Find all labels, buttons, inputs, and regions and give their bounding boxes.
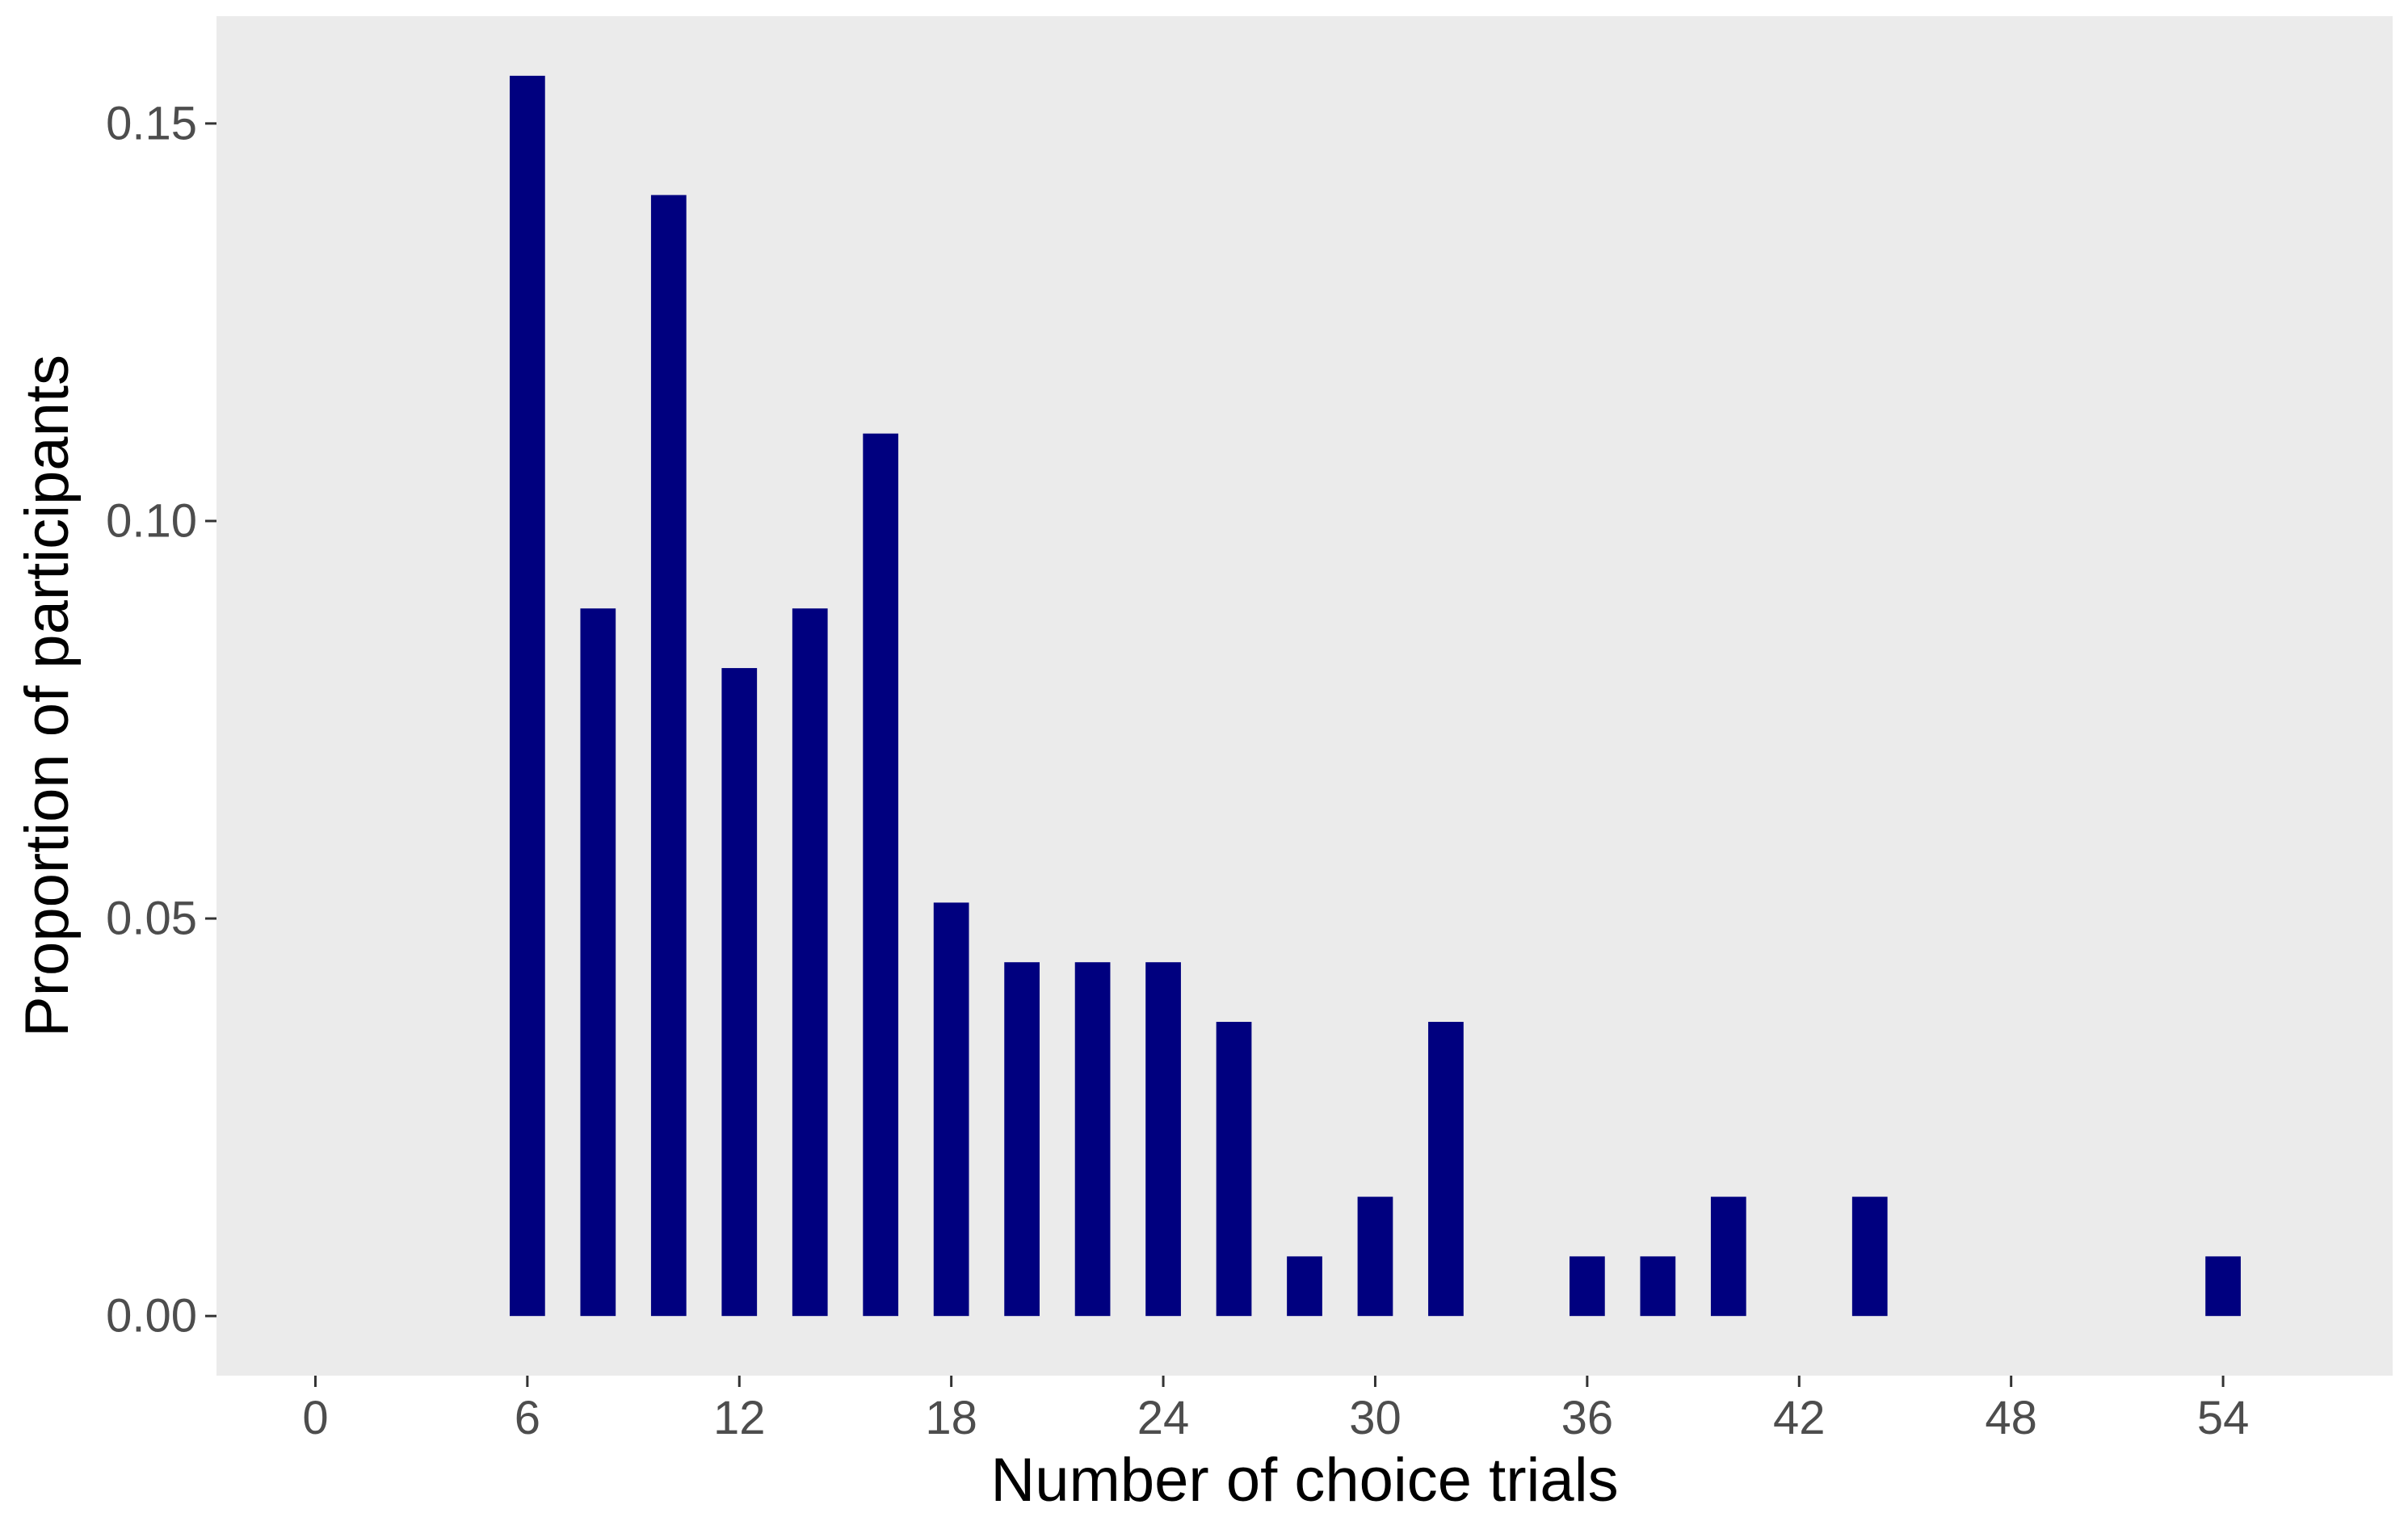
x-tick-label: 42: [1773, 1392, 1826, 1444]
bar-x-8: [580, 608, 616, 1317]
bar-x-36: [1570, 1256, 1605, 1317]
x-axis-title: Number of choice trials: [990, 1446, 1618, 1515]
bar-x-40: [1710, 1196, 1746, 1317]
x-axis-ticks: 0 6 12 18 24 30 36 42 48 54: [302, 1376, 2249, 1444]
bar-x-20: [1004, 962, 1040, 1317]
bar-x-24: [1145, 962, 1181, 1317]
bar-x-30: [1357, 1196, 1393, 1317]
x-tick-label: 12: [713, 1392, 766, 1444]
x-tick-label: 24: [1137, 1392, 1190, 1444]
bar-x-32: [1428, 1022, 1464, 1317]
bar-x-6: [509, 75, 545, 1317]
bar-x-44: [1851, 1196, 1888, 1317]
x-tick-label: 48: [1985, 1392, 2037, 1444]
x-tick-label: 30: [1349, 1392, 1402, 1444]
bar-x-10: [650, 195, 687, 1317]
bar-x-28: [1287, 1256, 1322, 1317]
bar-x-22: [1074, 962, 1111, 1317]
bar-x-14: [792, 608, 828, 1317]
x-tick-label: 0: [302, 1392, 328, 1444]
x-tick-label: 54: [2197, 1392, 2250, 1444]
bar-x-18: [933, 902, 969, 1317]
x-tick-label: 36: [1561, 1392, 1614, 1444]
bar-x-38: [1640, 1256, 1676, 1317]
bar-x-54: [2205, 1256, 2241, 1317]
y-tick-label: 0.00: [106, 1290, 197, 1343]
bar-x-26: [1216, 1022, 1252, 1317]
y-axis-ticks: 0.00 0.05 0.10 0.15: [106, 97, 216, 1343]
y-tick-label: 0.15: [106, 97, 197, 149]
x-tick-label: 18: [925, 1392, 977, 1444]
x-tick-label: 6: [515, 1392, 540, 1444]
bar-x-12: [721, 668, 758, 1317]
y-tick-label: 0.05: [106, 893, 197, 945]
y-tick-label: 0.10: [106, 494, 197, 547]
plot-panel: [216, 16, 2393, 1376]
y-axis-title: Proportion of participants: [13, 355, 82, 1037]
bars-group: [509, 75, 2241, 1317]
bar-x-16: [863, 433, 899, 1317]
